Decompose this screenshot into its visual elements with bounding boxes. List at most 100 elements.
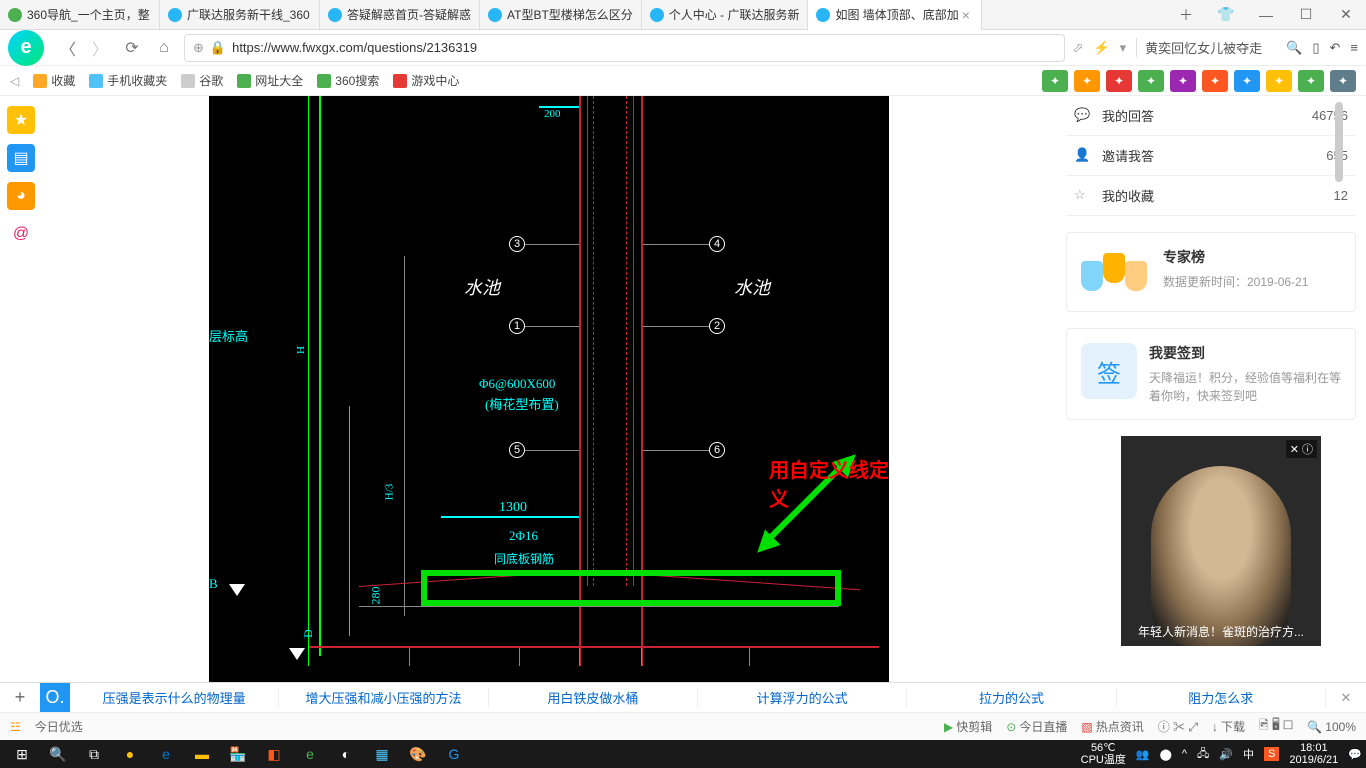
status-live[interactable]: ⊙今日直播 [1006, 718, 1067, 735]
hot-close-icon[interactable]: ✕ [1326, 690, 1366, 706]
menu-icon[interactable]: ≡ [1350, 40, 1358, 55]
tb-app-8[interactable]: ▦ [364, 740, 400, 768]
bookmark-0[interactable]: 收藏 [33, 72, 75, 89]
browser-tab-0[interactable]: 360导航_一个主页，整 [0, 0, 160, 30]
download-label[interactable]: ↓ 下载 [1212, 718, 1245, 735]
tray-notif-icon[interactable]: 💬 [1348, 748, 1362, 761]
browser-tab-3[interactable]: AT型BT型楼梯怎么区分 [480, 0, 642, 30]
extension-icon-6[interactable]: ✦ [1234, 70, 1260, 92]
tray-s[interactable]: S [1264, 747, 1279, 761]
browser-tab-4[interactable]: 个人中心 - 广联达服务新 [642, 0, 809, 30]
search-o-icon[interactable]: O. [40, 683, 70, 713]
tray-vol-icon[interactable]: 🔊 [1219, 748, 1233, 761]
reader-icon[interactable]: ▯ [1312, 40, 1319, 56]
extension-icon-7[interactable]: ✦ [1266, 70, 1292, 92]
cpu-temp[interactable]: 56℃CPU温度 [1081, 742, 1126, 766]
tray-1[interactable]: ⬤ [1160, 748, 1172, 761]
status-clip[interactable]: ▶快剪辑 [944, 718, 992, 735]
tray-net-icon[interactable]: 🖧 [1197, 745, 1209, 764]
status-hot[interactable]: ▧热点资讯 [1081, 718, 1143, 735]
flash-icon[interactable]: ⚡ [1093, 40, 1109, 56]
hot-link-2[interactable]: 用白铁皮做水桶 [489, 688, 698, 707]
extension-icon-4[interactable]: ✦ [1170, 70, 1196, 92]
url-text: https://www.fwxgx.com/questions/2136319 [232, 40, 477, 55]
bookmark-5[interactable]: 游戏中心 [393, 72, 459, 89]
tb-app-5[interactable]: ◧ [256, 740, 292, 768]
sidebar-icon-1[interactable]: ▤ [7, 144, 35, 172]
extension-icon-8[interactable]: ✦ [1298, 70, 1324, 92]
browser-logo[interactable]: e [8, 30, 44, 66]
nav-left-icon[interactable]: ◁ [10, 74, 19, 88]
skin-button[interactable]: 👕 [1206, 0, 1246, 30]
stat-row-1[interactable]: 👤邀请我答655 [1066, 136, 1356, 176]
tb-edge[interactable]: e [148, 740, 184, 768]
tray-people-icon[interactable]: 👥 [1136, 748, 1150, 761]
sidebar-icon-3[interactable]: @ [7, 220, 35, 248]
minimize-button[interactable]: — [1246, 0, 1286, 30]
hot-link-3[interactable]: 计算浮力的公式 [698, 688, 907, 707]
sidebar-icon-2[interactable]: ◕ [7, 182, 35, 210]
search-hint[interactable]: 黄奕回忆女儿被夺走 [1136, 38, 1276, 57]
add-button[interactable]: + [0, 683, 40, 713]
taskview-icon[interactable]: ⧉ [76, 740, 112, 768]
tab-close-icon[interactable]: × [959, 7, 973, 23]
scrollbar[interactable] [1335, 102, 1343, 182]
hot-link-5[interactable]: 阻力怎么求 [1117, 688, 1326, 707]
tray-ime[interactable]: 中 [1243, 746, 1254, 762]
extension-icon-2[interactable]: ✦ [1106, 70, 1132, 92]
search-icon[interactable]: 🔍 [1286, 40, 1302, 56]
browser-tab-5[interactable]: 如图 墙体顶部、底部加× [808, 0, 982, 30]
sidebar-icon-0[interactable]: ★ [7, 106, 35, 134]
zoom-label[interactable]: 🔍 100% [1307, 720, 1356, 734]
stat-row-0[interactable]: 💬我的回答46756 [1066, 96, 1356, 136]
cad-lvl: 层标高 [209, 326, 248, 345]
reload-button[interactable]: ⟳ [120, 36, 144, 60]
tray-up-icon[interactable]: ^ [1182, 748, 1187, 760]
close-button[interactable]: ✕ [1326, 0, 1366, 30]
today-pick[interactable]: 今日优选 [35, 718, 83, 735]
bookmark-2[interactable]: 谷歌 [181, 72, 223, 89]
cad-spec4: 同底板钢筋 [494, 550, 554, 567]
share-icon[interactable]: ⬀ [1073, 40, 1084, 56]
undo-icon[interactable]: ↶ [1330, 40, 1341, 56]
hot-link-0[interactable]: 压强是表示什么的物理量 [70, 688, 279, 707]
start-button[interactable]: ⊞ [4, 740, 40, 768]
stat-row-2[interactable]: ☆我的收藏12 [1066, 176, 1356, 216]
tb-store[interactable]: 🏪 [220, 740, 256, 768]
expert-card[interactable]: 专家榜 数据更新时间：2019-06-21 [1066, 232, 1356, 312]
forward-button[interactable]: 〉 [88, 36, 112, 60]
url-input[interactable]: ⊕ 🔒 https://www.fwxgx.com/questions/2136… [184, 34, 1065, 62]
cad-red-annotation: 用自定义线定义 [769, 454, 889, 512]
tb-360[interactable]: e [292, 740, 328, 768]
ad-banner[interactable]: ✕ ⓘ 年轻人新消息！雀斑的治疗方... [1121, 436, 1321, 646]
dropdown-icon[interactable]: ▾ [1120, 40, 1127, 56]
status-icons[interactable]: 🖻 🖥 ☐ [1259, 716, 1293, 737]
tb-app-10[interactable]: G [436, 740, 472, 768]
search-tb-icon[interactable]: 🔍 [40, 740, 76, 768]
extension-icon-1[interactable]: ✦ [1074, 70, 1100, 92]
extension-icon-5[interactable]: ✦ [1202, 70, 1228, 92]
hot-link-4[interactable]: 拉力的公式 [907, 688, 1116, 707]
new-tab-button[interactable]: ＋ [1166, 0, 1206, 30]
extension-icon-9[interactable]: ✦ [1330, 70, 1356, 92]
bookmark-1[interactable]: 手机收藏夹 [89, 72, 167, 89]
bookmark-4[interactable]: 360搜索 [317, 72, 379, 89]
cad-h: H [295, 346, 307, 354]
back-button[interactable]: 〈 [56, 36, 80, 60]
signin-card[interactable]: 签 我要签到 天降福运！积分，经验值等福利在等着你哟，快来签到吧 [1066, 328, 1356, 420]
browser-tab-1[interactable]: 广联达服务新干线_360 [160, 0, 320, 30]
extension-icon-0[interactable]: ✦ [1042, 70, 1068, 92]
extension-icon-3[interactable]: ✦ [1138, 70, 1164, 92]
maximize-button[interactable]: ☐ [1286, 0, 1326, 30]
tray-clock[interactable]: 18:012019/6/21 [1289, 742, 1338, 766]
bookmark-3[interactable]: 网址大全 [237, 72, 303, 89]
tb-app-9[interactable]: 🎨 [400, 740, 436, 768]
ad-close-icon[interactable]: ✕ ⓘ [1286, 440, 1317, 458]
hot-link-1[interactable]: 增大压强和减小压强的方法 [279, 688, 488, 707]
browser-tab-2[interactable]: 答疑解惑首页-答疑解惑 [320, 0, 480, 30]
signin-sub: 天降福运！积分，经验值等福利在等着你哟，快来签到吧 [1149, 369, 1341, 405]
tb-app-1[interactable]: ● [112, 740, 148, 768]
tb-explorer[interactable]: ▬ [184, 740, 220, 768]
tb-sogou[interactable]: ◐ [328, 740, 364, 768]
home-button[interactable]: ⌂ [152, 36, 176, 60]
